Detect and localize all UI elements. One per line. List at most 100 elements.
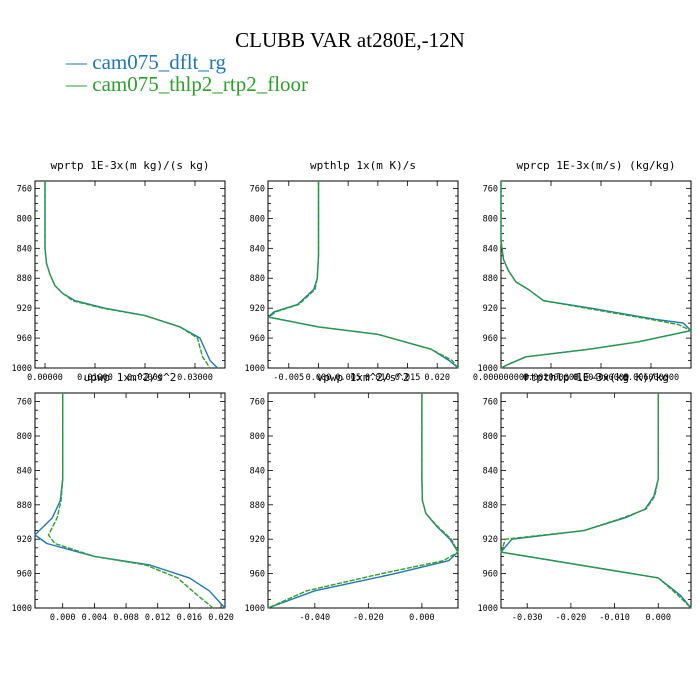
y-tick-label-vpwp: 880	[250, 501, 265, 511]
series-line-upwp-thlp2-rtp2-floor	[47, 393, 214, 609]
y-tick-label-rtpthlp: 840	[483, 466, 498, 476]
y-tick-label-wprcp: 880	[483, 274, 498, 284]
series-line-wpthlp-thlp2-rtp2-floor	[268, 181, 459, 369]
panel-title-upwp: upwp 1xm^2/s^2	[84, 371, 177, 384]
series-line-vpwp-dflt-rg	[267, 393, 459, 609]
x-tick-label-wprtp: 0.00000	[27, 373, 63, 383]
x-tick-label-rtpthlp: 0.000	[645, 613, 671, 623]
y-tick-label-wpthlp: 760	[250, 184, 265, 194]
y-tick-label-upwp: 760	[17, 398, 32, 408]
x-tick-label-wpthlp: 0.000	[306, 373, 332, 383]
panel-upwp: upwp 1xm^2/s^2 760 800 840 880 920 960 1000 0.00…	[12, 371, 234, 623]
x-tick-label-upwp: 0.012	[145, 613, 171, 623]
series-line-wprtp-thlp2-rtp2-floor	[44, 181, 211, 369]
y-tick-label-rtpthlp: 1000	[478, 604, 498, 614]
x-tick-label-rtpthlp: -0.030	[512, 613, 543, 623]
y-tick-label-upwp: 800	[17, 432, 32, 442]
panel-title-wprcp: wprcp 1E-3x(m/s) (kg/kg)	[517, 159, 676, 172]
panel-wprcp: wprcp 1E-3x(m/s) (kg/kg) 760 800 840 880 920 9…	[473, 159, 692, 383]
y-tick-label-wprcp: 800	[483, 214, 498, 224]
x-tick-label-wprtp: 0.01000	[77, 373, 113, 383]
y-tick-label-upwp: 1000	[12, 604, 32, 614]
series-line-vpwp-thlp2-rtp2-floor	[267, 393, 459, 609]
y-tick-label-vpwp: 800	[250, 432, 265, 442]
panel-title-wpthlp: wpthlp 1x(m K)/s	[310, 159, 416, 172]
series-line-wprcp-dflt-rg	[500, 181, 692, 369]
y-tick-label-vpwp: 920	[250, 535, 265, 545]
x-tick-label-vpwp: 0.000	[409, 613, 435, 623]
panel-vpwp: vpwp 1xm^2/s^2 760 800 840 880 920 960 1000 -0.0…	[245, 371, 459, 623]
x-tick-label-wpthlp: 0.020	[424, 373, 450, 383]
panel-frame-wpthlp	[267, 180, 459, 369]
y-tick-label-wprtp: 800	[17, 214, 32, 224]
y-tick-label-rtpthlp: 920	[483, 535, 498, 545]
x-tick-label-wprtp: 0.02000	[127, 373, 163, 383]
y-tick-label-wpthlp: 1000	[245, 364, 265, 374]
x-tick-label-upwp: 0.008	[113, 613, 139, 623]
y-tick-label-upwp: 920	[17, 535, 32, 545]
series-line-wprtp-dflt-rg	[44, 181, 218, 369]
x-tick-label-upwp: 0.016	[177, 613, 203, 623]
y-tick-label-vpwp: 840	[250, 466, 265, 476]
y-tick-label-wprcp: 760	[483, 184, 498, 194]
y-tick-label-wprtp: 760	[17, 184, 32, 194]
x-tick-label-wpthlp: -0.005	[273, 373, 304, 383]
y-tick-label-upwp: 880	[17, 501, 32, 511]
panel-frame-rtpthlp	[500, 392, 692, 609]
x-tick-label-wprcp: 0.000000000	[473, 373, 529, 383]
legend-label-2: cam075_thlp2_rtp2_floor	[92, 72, 309, 96]
x-tick-label-upwp: 0.020	[208, 613, 234, 623]
y-tick-label-vpwp: 1000	[245, 604, 265, 614]
y-tick-label-rtpthlp: 760	[483, 398, 498, 408]
y-tick-label-wprtp: 1000	[12, 364, 32, 374]
legend-entry-thlp2-rtp2-floor: — cam075_thlp2_rtp2_floor	[66, 73, 308, 96]
y-tick-label-rtpthlp: 960	[483, 570, 498, 580]
y-tick-label-vpwp: 960	[250, 570, 265, 580]
y-tick-label-wpthlp: 960	[250, 334, 265, 344]
y-tick-label-wprcp: 960	[483, 334, 498, 344]
y-tick-label-upwp: 840	[17, 466, 32, 476]
y-tick-label-wprtp: 920	[17, 304, 32, 314]
y-tick-label-upwp: 960	[17, 570, 32, 580]
x-tick-label-vpwp: -0.020	[353, 613, 384, 623]
legend-label-1: cam075_dflt_rg	[92, 50, 227, 74]
y-tick-label-wprcp: 920	[483, 304, 498, 314]
x-tick-label-wpthlp: 0.015	[395, 373, 421, 383]
series-line-rtpthlp-thlp2-rtp2-floor	[500, 393, 692, 609]
x-tick-label-wpthlp: 0.005	[335, 373, 361, 383]
figure-title: CLUBB VAR at280E,-12N	[235, 28, 465, 52]
x-tick-label-wprcp: 0.006000000	[623, 373, 679, 383]
panel-frame-wprcp	[500, 180, 692, 369]
x-tick-label-wprtp: 0.03000	[177, 373, 213, 383]
panel-rtpthlp: rtpthlp 1E-3x(kg K)/kg 760 800 840 880 920 960…	[478, 371, 692, 623]
x-tick-label-upwp: 0.000	[50, 613, 76, 623]
legend-line-2: —	[66, 72, 93, 96]
y-tick-label-rtpthlp: 880	[483, 501, 498, 511]
y-tick-label-vpwp: 760	[250, 398, 265, 408]
y-tick-label-rtpthlp: 800	[483, 432, 498, 442]
panel-wpthlp: wpthlp 1x(m K)/s 760 800 840 880 920 960 1000 -0…	[245, 159, 459, 383]
panel-title-wprtp: wprtp 1E-3x(m kg)/(s kg)	[51, 159, 210, 172]
y-tick-label-wpthlp: 840	[250, 244, 265, 254]
legend-line-1: —	[66, 50, 93, 74]
x-tick-label-wpthlp: 0.010	[365, 373, 391, 383]
panel-wprtp: wprtp 1E-3x(m kg)/(s kg) 760 800 840 880 920 9…	[12, 159, 226, 383]
y-tick-label-wprtp: 880	[17, 274, 32, 284]
series-line-wprcp-thlp2-rtp2-floor	[500, 181, 692, 369]
y-tick-label-wprcp: 840	[483, 244, 498, 254]
x-tick-label-wprcp: 0.004000000	[573, 373, 629, 383]
series-line-rtpthlp-dflt-rg	[500, 393, 692, 609]
panel-title-vpwp: vpwp 1xm^2/s^2	[317, 371, 410, 384]
x-tick-label-rtpthlp: -0.020	[556, 613, 587, 623]
x-tick-label-vpwp: -0.040	[299, 613, 330, 623]
y-tick-label-wprtp: 960	[17, 334, 32, 344]
panel-title-rtpthlp: rtpthlp 1E-3x(kg K)/kg	[523, 371, 669, 384]
x-tick-label-rtpthlp: -0.010	[599, 613, 630, 623]
y-tick-label-wprtp: 840	[17, 244, 32, 254]
series-line-wpthlp-dflt-rg	[267, 181, 459, 369]
x-tick-label-wprcp: 0.002000000	[523, 373, 579, 383]
panel-frame-wprtp	[34, 180, 226, 369]
series-line-upwp-dflt-rg	[34, 393, 226, 609]
y-tick-label-wprcp: 1000	[478, 364, 498, 374]
